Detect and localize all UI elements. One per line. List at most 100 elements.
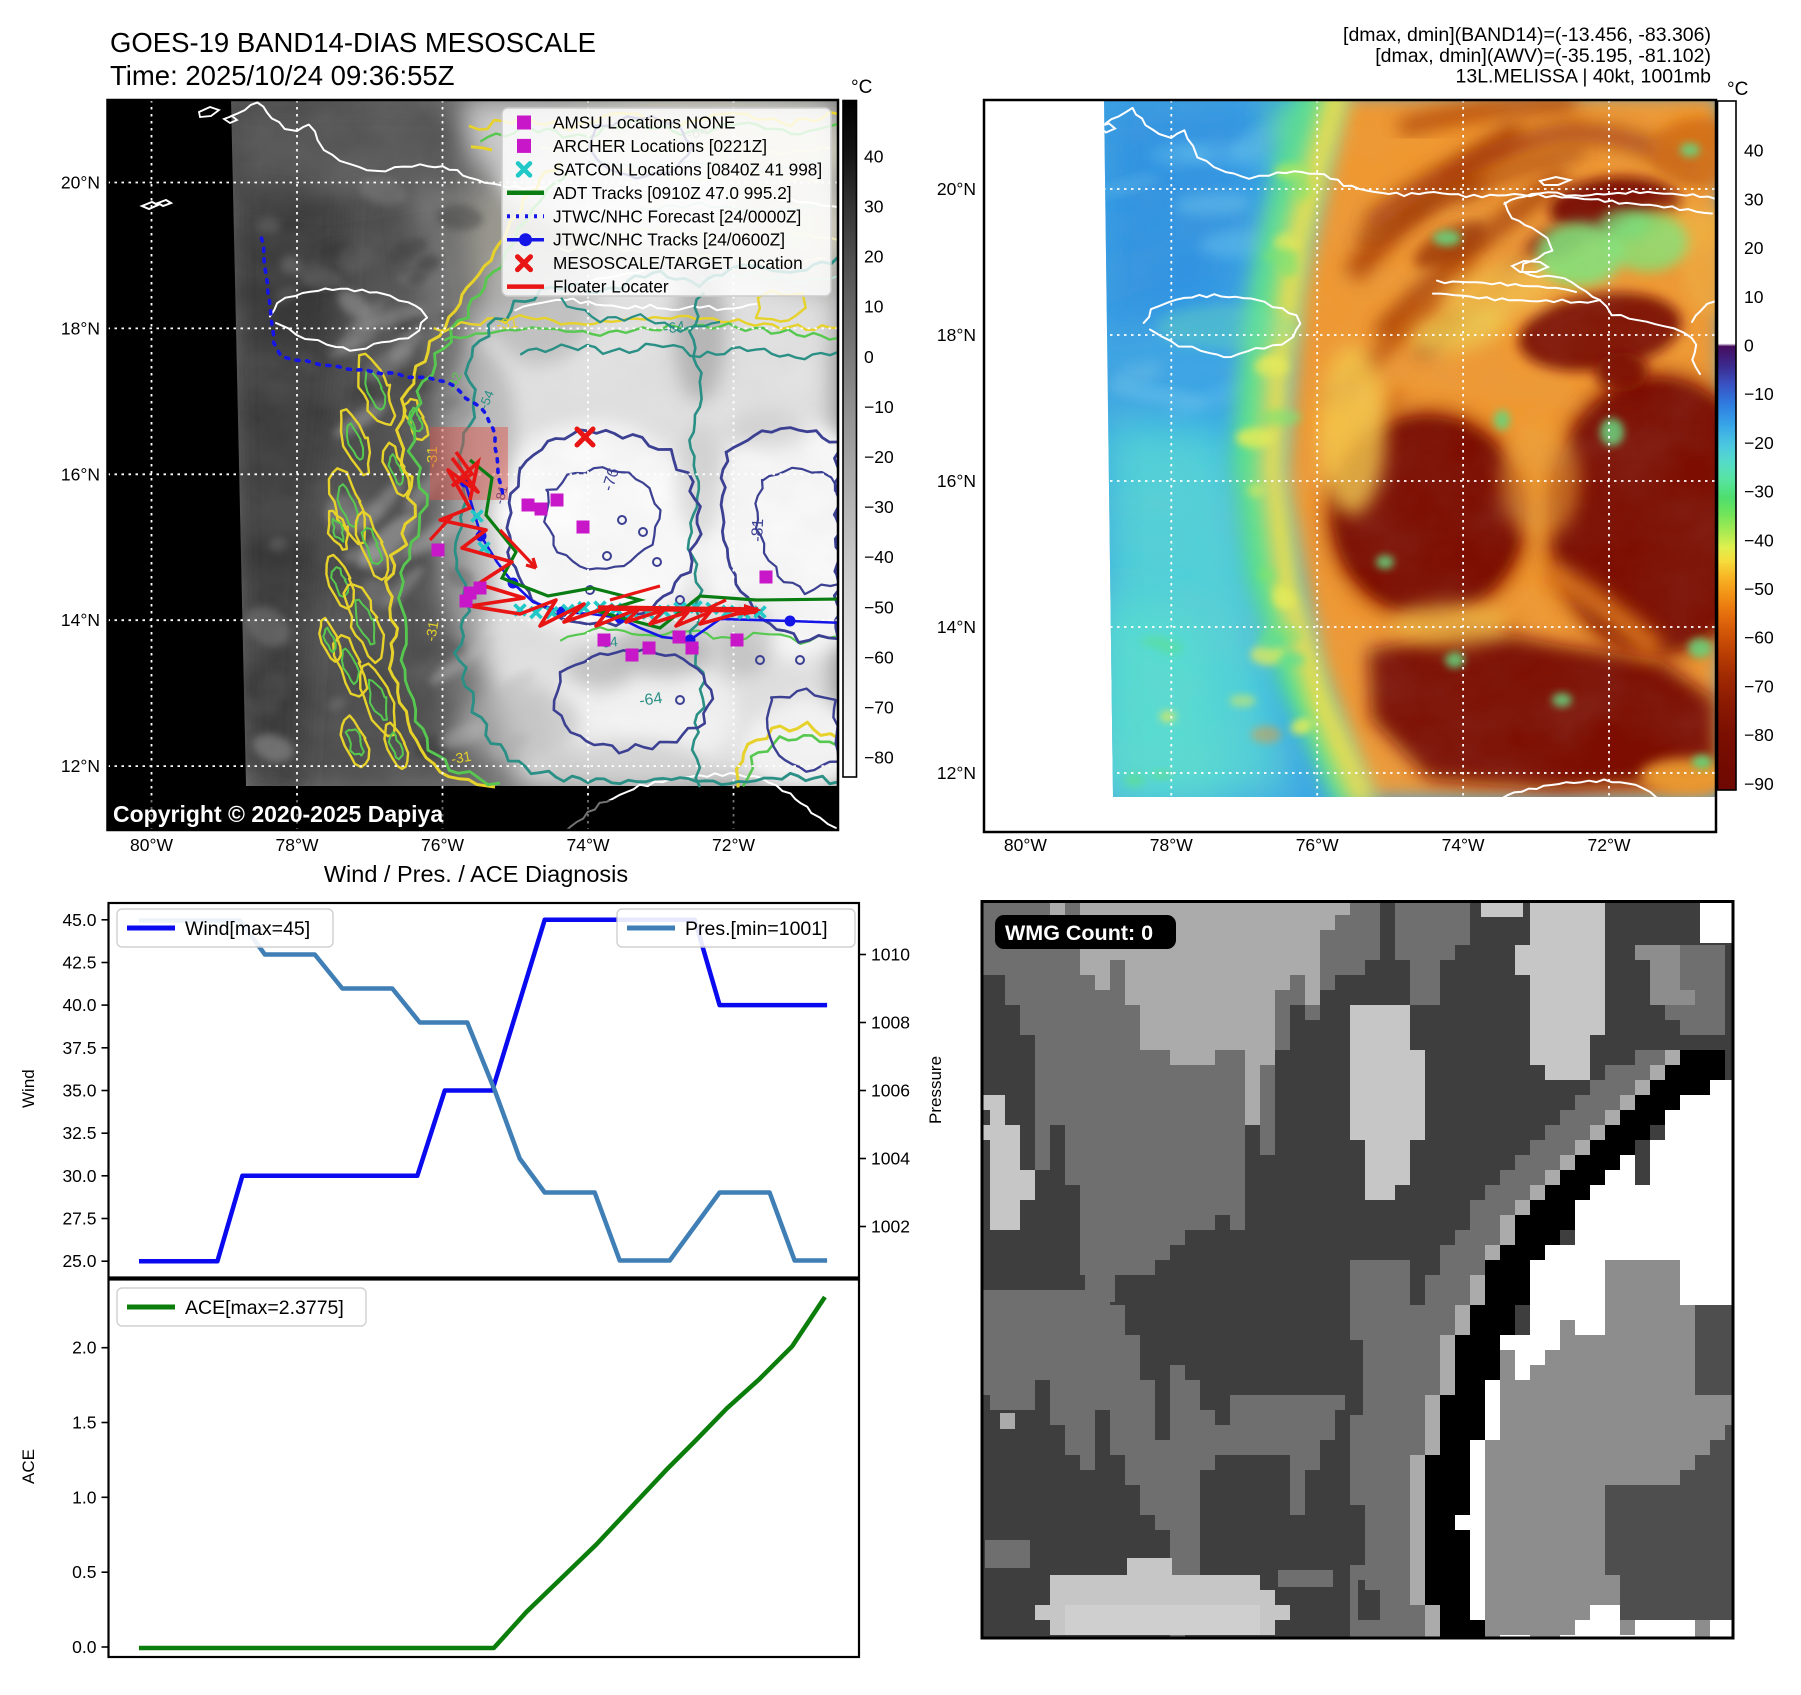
svg-text:0: 0 [1744,336,1754,356]
svg-text:74°W: 74°W [567,835,610,855]
svg-text:Pres.[min=1001]: Pres.[min=1001] [685,918,828,940]
svg-text:10: 10 [864,297,884,317]
svg-text:27.5: 27.5 [62,1209,96,1229]
svg-text:−10: −10 [864,397,894,417]
svg-text:Wind: Wind [19,1069,38,1108]
svg-text:18°N: 18°N [61,318,100,338]
svg-text:78°W: 78°W [1150,835,1193,855]
svg-text:−50: −50 [864,597,894,617]
svg-text:−30: −30 [1744,482,1774,502]
svg-text:32.5: 32.5 [62,1123,96,1143]
svg-text:37.5: 37.5 [62,1038,96,1058]
svg-text:Copyright © 2020-2025 Dapiya: Copyright © 2020-2025 Dapiya [113,801,443,827]
svg-text:WMG Count: 0: WMG Count: 0 [1005,921,1153,945]
svg-text:Wind[max=45]: Wind[max=45] [185,918,310,940]
svg-text:Time: 2025/10/24 09:36:55Z: Time: 2025/10/24 09:36:55Z [110,60,455,91]
svg-text:JTWC/NHC Tracks [24/0600Z]: JTWC/NHC Tracks [24/0600Z] [553,230,785,250]
svg-text:76°W: 76°W [1296,835,1339,855]
svg-text:-81: -81 [491,484,510,506]
svg-text:42.5: 42.5 [62,953,96,973]
svg-text:MESOSCALE/TARGET Location: MESOSCALE/TARGET Location [553,253,803,273]
svg-text:JTWC/NHC Forecast [24/0000Z]: JTWC/NHC Forecast [24/0000Z] [553,206,801,226]
svg-text:40: 40 [864,146,884,166]
svg-text:[dmax, dmin](BAND14)=(-13.456,: [dmax, dmin](BAND14)=(-13.456, -83.306) [1343,24,1711,46]
svg-text:1.0: 1.0 [72,1487,97,1507]
svg-text:30: 30 [1744,189,1764,209]
svg-text:°C: °C [851,77,872,98]
svg-text:12°N: 12°N [61,756,100,776]
svg-text:−30: −30 [864,497,894,517]
svg-text:0.5: 0.5 [72,1562,96,1582]
svg-text:-31: -31 [495,314,519,334]
svg-text:−40: −40 [1744,530,1774,550]
svg-text:−10: −10 [1744,384,1774,404]
svg-text:30: 30 [864,197,884,217]
svg-text:18°N: 18°N [937,325,976,345]
svg-text:-81: -81 [749,518,767,542]
svg-text:80°W: 80°W [130,835,173,855]
svg-text:SATCON Locations [0840Z 41 998: SATCON Locations [0840Z 41 998] [553,159,822,179]
svg-text:1006: 1006 [871,1081,910,1101]
svg-text:Wind / Pres. / ACE Diagnosis: Wind / Pres. / ACE Diagnosis [324,861,628,887]
svg-text:0.0: 0.0 [72,1637,97,1657]
svg-text:74°W: 74°W [1442,835,1485,855]
svg-text:72°W: 72°W [712,835,755,855]
svg-text:−20: −20 [1744,433,1774,453]
svg-text:20°N: 20°N [937,179,976,199]
svg-text:-31: -31 [450,748,473,767]
svg-text:20°N: 20°N [61,173,100,193]
svg-text:−20: −20 [864,447,894,467]
svg-text:13L.MELISSA | 40kt, 1001mb: 13L.MELISSA | 40kt, 1001mb [1456,66,1712,88]
svg-text:−60: −60 [864,647,894,667]
svg-text:40.0: 40.0 [62,995,96,1015]
svg-text:-64: -64 [662,318,686,338]
svg-text:ARCHER Locations [0221Z]: ARCHER Locations [0221Z] [553,136,767,156]
svg-text:−70: −70 [864,698,894,718]
svg-text:2.0: 2.0 [72,1338,97,1358]
svg-text:1002: 1002 [871,1217,910,1237]
svg-text:−50: −50 [1744,579,1774,599]
svg-text:-76: -76 [600,466,623,493]
svg-text:°C: °C [1727,79,1748,100]
svg-text:30.0: 30.0 [62,1166,96,1186]
svg-text:72°W: 72°W [1588,835,1631,855]
svg-text:12°N: 12°N [937,763,976,783]
svg-text:ACE: ACE [19,1449,38,1484]
svg-text:−60: −60 [1744,628,1774,648]
svg-text:14°N: 14°N [937,617,976,637]
svg-text:20: 20 [864,247,884,267]
svg-text:16°N: 16°N [937,471,976,491]
svg-text:−90: −90 [1744,774,1774,794]
svg-text:−80: −80 [864,748,894,768]
svg-text:78°W: 78°W [276,835,319,855]
svg-text:-54: -54 [476,388,497,411]
svg-text:AMSU Locations NONE: AMSU Locations NONE [553,113,735,133]
svg-text:-42: -42 [444,370,465,393]
svg-text:80°W: 80°W [1004,835,1047,855]
svg-text:1004: 1004 [871,1149,910,1169]
svg-text:25.0: 25.0 [62,1251,96,1271]
svg-text:1.5: 1.5 [72,1413,96,1433]
svg-text:45.0: 45.0 [62,910,96,930]
svg-text:40: 40 [1744,141,1764,161]
svg-text:ADT Tracks [0910Z 47.0 995.2]: ADT Tracks [0910Z 47.0 995.2] [553,183,792,203]
svg-text:14°N: 14°N [61,610,100,630]
svg-text:Floater Locater: Floater Locater [553,277,669,297]
svg-text:−80: −80 [1744,725,1774,745]
svg-text:-64: -64 [638,690,663,710]
svg-text:76°W: 76°W [421,835,464,855]
svg-text:35.0: 35.0 [62,1081,96,1101]
svg-text:-31: -31 [422,620,441,643]
svg-text:10: 10 [1744,287,1764,307]
svg-text:Pressure: Pressure [926,1056,945,1124]
svg-text:−40: −40 [864,547,894,567]
svg-text:GOES-19 BAND14-DIAS MESOSCALE: GOES-19 BAND14-DIAS MESOSCALE [110,27,596,58]
svg-text:1008: 1008 [871,1013,910,1033]
svg-text:−70: −70 [1744,676,1774,696]
svg-text:0: 0 [864,347,874,367]
svg-text:20: 20 [1744,238,1764,258]
svg-text:1010: 1010 [871,945,910,965]
svg-text:ACE[max=2.3775]: ACE[max=2.3775] [185,1297,344,1319]
svg-text:-31: -31 [424,446,441,468]
svg-text:16°N: 16°N [61,464,100,484]
